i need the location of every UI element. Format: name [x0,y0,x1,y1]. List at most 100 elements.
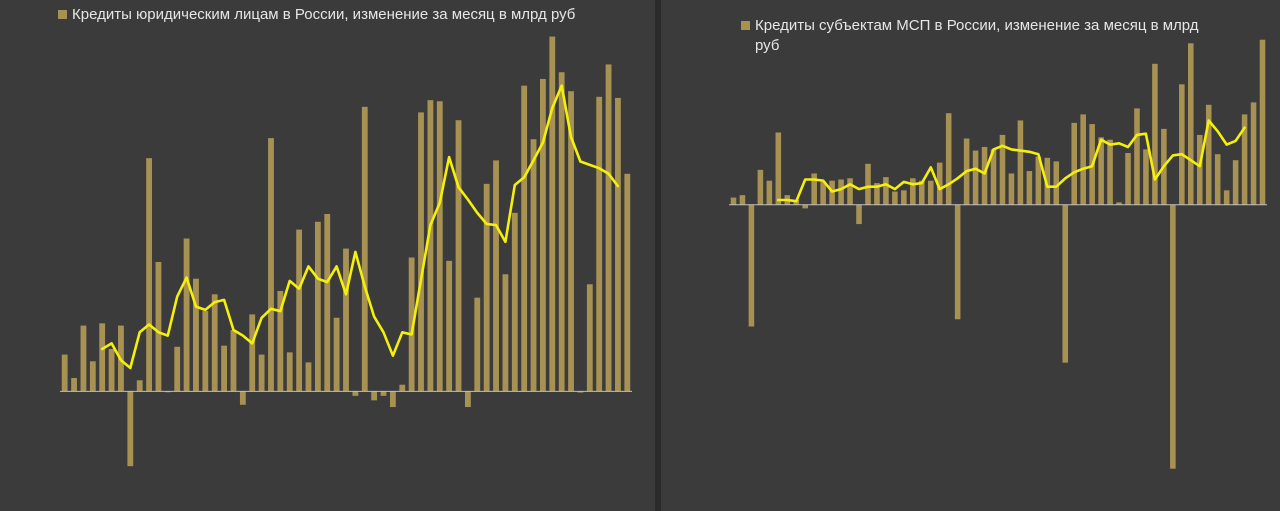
bar [314,221,321,392]
bar [389,391,396,408]
bar [464,391,471,408]
bar [296,229,303,392]
bar [847,178,853,205]
bar [1223,190,1230,205]
bar [577,391,584,393]
bar [446,260,453,392]
bar [1250,102,1257,205]
bar [1205,104,1212,205]
bar [558,72,565,392]
bar [1259,39,1266,205]
moving-average-line [777,119,1246,203]
bar [174,346,181,392]
bar [1035,156,1042,205]
bar [1098,137,1104,205]
bar [1188,43,1194,205]
legend-swatch [741,21,750,30]
corporate-loans-chart: Кредиты юридическим лицам в России, изме… [58,6,632,467]
bar [1017,120,1024,205]
bar [530,139,537,392]
bar [155,261,162,392]
bar [511,212,518,392]
bar [305,362,312,392]
bar [757,169,764,205]
bar [455,120,462,392]
bar [1179,84,1185,205]
bar [474,297,481,392]
bar [624,173,631,392]
bar [936,162,943,205]
bar [865,163,871,205]
bar [1116,202,1122,205]
bar [352,391,359,396]
bar [1107,139,1113,205]
bar [990,149,997,205]
bar [361,106,368,392]
bar [324,213,331,392]
bar [146,158,152,392]
bar [258,354,265,392]
bar [945,113,952,205]
bar [1241,114,1248,205]
bar [183,238,190,392]
bar [399,384,406,392]
bar [892,191,898,205]
bar [954,204,961,320]
bar [596,96,603,392]
bar [919,180,925,205]
bar [211,294,218,392]
bar [874,183,880,205]
bar [99,323,106,392]
bar [730,197,737,205]
chart-panel-sme-loans: Кредиты субъектам МСП в России, изменени… [661,0,1280,511]
bar [838,179,844,205]
bar [901,190,907,205]
bar [1026,171,1033,205]
panel-divider [655,0,661,511]
bar [239,391,246,405]
bar [127,391,134,467]
bar [999,134,1006,205]
bar [418,112,424,392]
bar [856,204,862,225]
bar [333,317,340,392]
bar [202,311,209,392]
sme-loans-chart: Кредиты субъектам МСП в России, изменени… [729,17,1267,469]
bar [521,85,528,392]
bar [1008,173,1015,205]
bar [540,78,546,392]
bar [230,330,237,392]
bar [80,325,87,392]
bar [436,101,443,392]
bar [1170,204,1176,469]
bar [981,146,988,205]
bar [820,181,826,205]
bar [380,391,387,396]
bar [427,100,434,392]
bar [1214,154,1221,205]
bar [748,204,755,327]
bar [802,204,808,209]
bar [408,257,415,392]
chart-panel-corporate-loans: Кредиты юридическим лицам в России, изме… [0,0,655,511]
bar [249,314,256,392]
bar [1044,157,1051,205]
bar [483,183,490,392]
bar [739,195,746,205]
bar [502,274,509,392]
bar [586,284,593,392]
bar [927,180,934,205]
bar [89,361,96,392]
legend-label: Кредиты субъектам МСП в России, изменени… [755,17,1199,34]
legend-label-continued: руб [755,37,779,54]
bar [883,177,889,205]
bar [277,290,284,392]
bar [1071,122,1077,205]
bar [136,380,143,392]
bar [972,150,979,205]
bar [1062,204,1069,363]
bar [568,91,574,392]
bar [605,64,612,392]
bar [1053,161,1060,205]
